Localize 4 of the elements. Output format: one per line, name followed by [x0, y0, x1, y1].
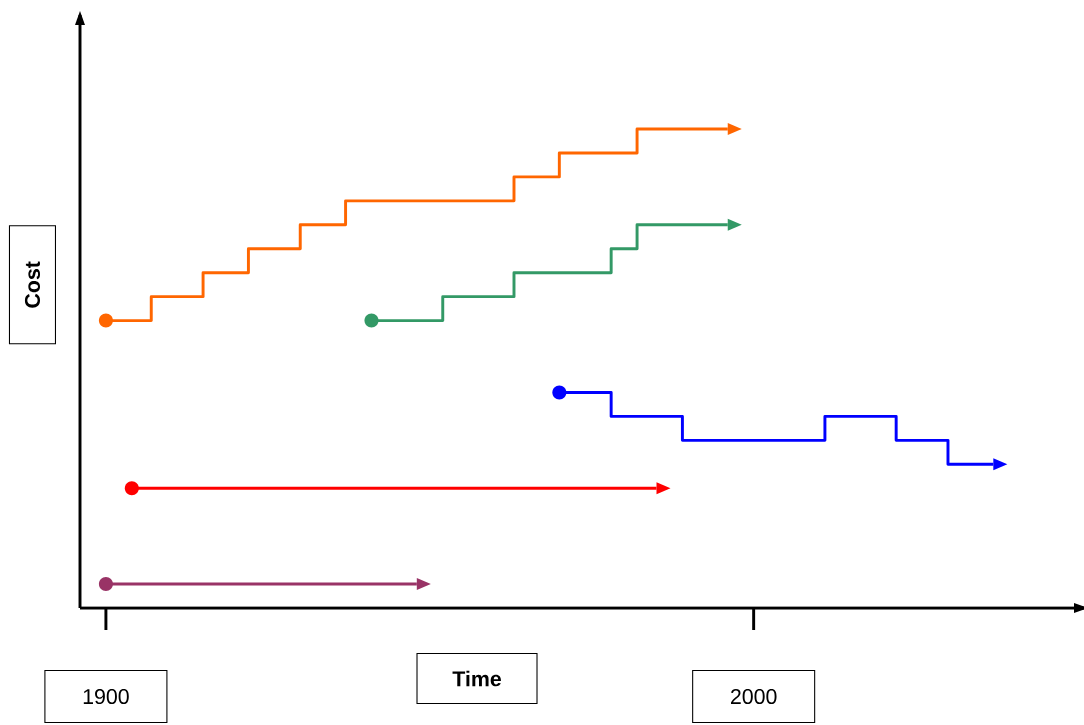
y-axis-title: Cost: [24, 261, 41, 308]
x-tick-label: 1900: [83, 688, 129, 705]
x-tick-label: 2000: [731, 688, 777, 705]
x-axis-title: Time: [452, 670, 501, 687]
